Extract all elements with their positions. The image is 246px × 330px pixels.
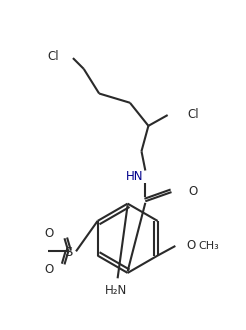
Text: O: O (45, 263, 54, 276)
Text: O: O (186, 240, 195, 252)
Text: Cl: Cl (188, 108, 199, 121)
Text: Cl: Cl (47, 50, 59, 63)
Text: H₂N: H₂N (105, 284, 127, 297)
Text: CH₃: CH₃ (199, 241, 219, 251)
Text: O: O (45, 227, 54, 240)
Text: HN: HN (126, 170, 144, 183)
Text: O: O (188, 185, 198, 198)
Text: S: S (64, 246, 73, 259)
